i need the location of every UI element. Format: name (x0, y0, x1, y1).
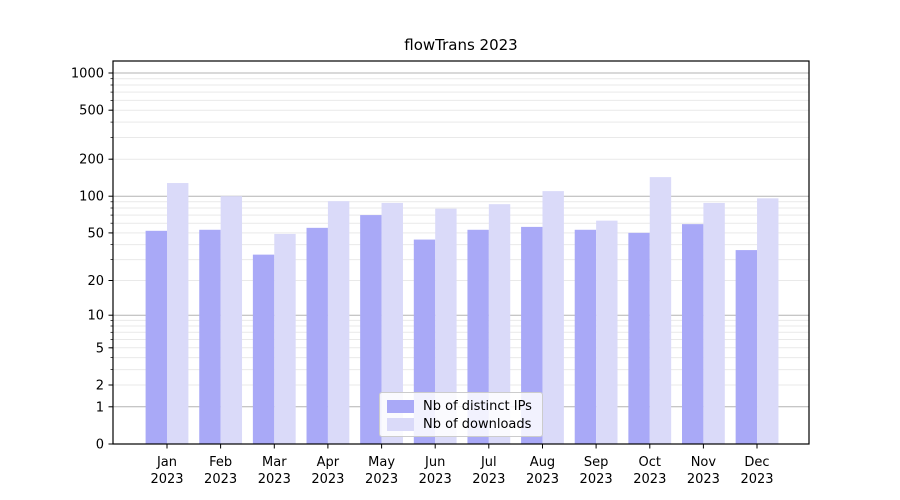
x-tick-label-year: 2023 (740, 472, 773, 487)
x-tick-label-month: Apr (317, 455, 340, 470)
legend-item-downloads: Nb of downloads (387, 415, 542, 433)
legend-item-distinct-ips: Nb of distinct IPs (387, 397, 542, 415)
x-tick-label-month: May (368, 455, 395, 470)
bar-mar-2023-series1 (274, 233, 296, 444)
bar-may-2023-series0 (360, 215, 382, 444)
x-tick-label-month: Sep (584, 455, 609, 470)
legend-label-downloads: Nb of downloads (423, 416, 532, 432)
x-tick-label-year: 2023 (419, 472, 452, 487)
bar-jan-2023-series0 (145, 230, 167, 444)
x-tick-label-year: 2023 (311, 472, 344, 487)
bar-apr-2023-series0 (306, 227, 328, 444)
bar-jun-2023-series1 (435, 208, 457, 444)
bar-jan-2023-series1 (167, 183, 189, 444)
y-tick-label: 1 (96, 400, 104, 415)
y-tick-label: 0 (96, 438, 104, 453)
x-tick-label-month: Jan (156, 455, 177, 470)
bar-nov-2023-series0 (682, 224, 704, 444)
bar-apr-2023-series1 (327, 201, 350, 444)
x-tick-label-month: Nov (691, 455, 717, 470)
x-tick-label-year: 2023 (204, 472, 237, 487)
bar-feb-2023-series1 (220, 196, 243, 444)
plot-border (112, 60, 810, 445)
y-tick-label: 1000 (71, 67, 104, 82)
x-tick-label-month: Jul (480, 455, 497, 470)
bar-oct-2023-series0 (628, 232, 650, 444)
y-tick-label: 5 (96, 341, 104, 356)
bar-feb-2023-series0 (199, 229, 221, 444)
x-tick-label-month: Oct (639, 455, 661, 470)
bar-sep-2023-series0 (574, 229, 597, 444)
y-tick-label: 20 (87, 274, 104, 289)
y-tick-label: 10 (87, 309, 104, 324)
x-tick-label-month: Aug (530, 455, 555, 470)
x-tick-label-year: 2023 (472, 472, 505, 487)
y-tick-label: 100 (79, 190, 104, 205)
bar-aug-2023-series0 (521, 226, 543, 444)
bar-oct-2023-series1 (649, 177, 672, 444)
y-tick-label: 200 (79, 153, 104, 168)
bar-dec-2023-series0 (735, 250, 758, 444)
y-tick-label: 500 (79, 104, 104, 119)
x-tick-label-year: 2023 (365, 472, 398, 487)
x-tick-label-month: Jun (424, 455, 445, 470)
x-tick-label-year: 2023 (526, 472, 559, 487)
x-tick-label-month: Mar (262, 455, 287, 470)
bar-mar-2023-series0 (252, 254, 275, 444)
x-tick-label-month: Feb (209, 455, 232, 470)
legend-label-distinct-ips: Nb of distinct IPs (423, 398, 532, 414)
y-tick-label: 2 (96, 379, 104, 394)
bar-jul-2023-series1 (488, 204, 511, 444)
bar-jul-2023-series0 (467, 229, 489, 444)
bar-aug-2023-series1 (542, 191, 564, 444)
x-tick-label-year: 2023 (580, 472, 613, 487)
y-tick-label: 50 (87, 226, 104, 241)
chart-title: flowTrans 2023 (404, 36, 518, 54)
legend: Nb of distinct IPs Nb of downloads (379, 392, 543, 437)
legend-swatch-distinct-ips (387, 399, 414, 413)
x-tick-label-month: Dec (744, 455, 769, 470)
bar-nov-2023-series1 (703, 202, 725, 444)
legend-swatch-downloads (387, 417, 414, 431)
bar-sep-2023-series1 (596, 220, 618, 444)
bar-may-2023-series1 (381, 202, 403, 444)
x-tick-label-year: 2023 (150, 472, 183, 487)
bar-dec-2023-series1 (757, 198, 779, 444)
x-tick-label-year: 2023 (687, 472, 720, 487)
x-tick-label-year: 2023 (258, 472, 291, 487)
x-tick-label-year: 2023 (633, 472, 666, 487)
